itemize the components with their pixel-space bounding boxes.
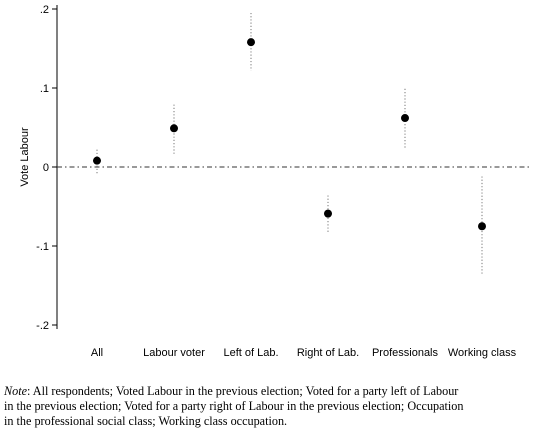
confidence-intervals bbox=[96, 12, 483, 276]
y-axis: .2 .1 0 -.1 -.2 bbox=[36, 4, 58, 332]
figure-note: Note: All respondents; Voted Labour in t… bbox=[4, 384, 532, 429]
category-label: Left of Lab. bbox=[223, 347, 278, 359]
y-tick-label: -.2 bbox=[36, 320, 49, 332]
data-point bbox=[93, 156, 101, 165]
category-labels: All Labour voter Left of Lab. Right of Lab.… bbox=[91, 347, 517, 359]
y-tick-label: -.1 bbox=[36, 241, 49, 253]
note-line-1: Note: All respondents; Voted Labour in t… bbox=[4, 384, 532, 399]
category-label: Professionals bbox=[372, 347, 439, 359]
category-label: All bbox=[91, 347, 103, 359]
y-tick-label: .1 bbox=[40, 83, 49, 95]
chart: .2 .1 0 -.1 -.2 All Labour voter Left of Lab. R… bbox=[19, 4, 530, 359]
data-point bbox=[478, 222, 486, 231]
note-line-3: in the professional social class; Workin… bbox=[4, 414, 288, 428]
category-label: Labour voter bbox=[143, 347, 205, 359]
category-label: Working class bbox=[448, 347, 517, 359]
y-tick-label: .2 bbox=[40, 4, 49, 16]
note-line-2: in the previous election; Voted for a pa… bbox=[4, 399, 464, 413]
note-lead: Note bbox=[4, 384, 28, 398]
data-point bbox=[324, 209, 332, 218]
data-point bbox=[401, 114, 409, 123]
data-point bbox=[170, 124, 178, 133]
data-points bbox=[93, 38, 486, 231]
note-text-1: : All respondents; Voted Labour in the p… bbox=[27, 384, 459, 398]
y-tick-label: 0 bbox=[43, 162, 49, 174]
data-point bbox=[247, 38, 255, 47]
y-axis-title: Vote Labour bbox=[19, 127, 31, 187]
category-label: Right of Lab. bbox=[297, 347, 359, 359]
